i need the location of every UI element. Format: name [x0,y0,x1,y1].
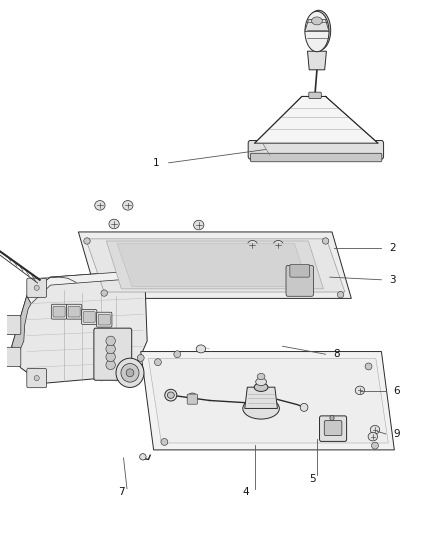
Polygon shape [12,272,147,383]
Ellipse shape [256,378,266,385]
Ellipse shape [307,10,331,51]
FancyBboxPatch shape [98,314,110,325]
Ellipse shape [368,432,378,441]
FancyBboxPatch shape [96,312,112,327]
Ellipse shape [106,344,115,354]
Ellipse shape [247,240,258,250]
FancyBboxPatch shape [53,306,65,317]
Ellipse shape [109,219,119,229]
FancyBboxPatch shape [251,154,382,162]
FancyBboxPatch shape [68,306,80,317]
Polygon shape [254,96,378,143]
Text: 3: 3 [389,275,396,285]
Ellipse shape [254,383,268,391]
Text: 4: 4 [243,488,249,497]
Ellipse shape [167,392,174,398]
Ellipse shape [187,393,197,402]
FancyBboxPatch shape [187,394,198,404]
Polygon shape [148,359,389,443]
Polygon shape [141,352,394,450]
Ellipse shape [155,359,161,366]
Text: 6: 6 [393,386,400,397]
Text: 5: 5 [309,474,316,484]
FancyBboxPatch shape [81,310,97,325]
Polygon shape [86,239,345,292]
Ellipse shape [123,200,133,210]
Ellipse shape [337,292,344,298]
FancyBboxPatch shape [51,304,67,319]
FancyBboxPatch shape [27,278,46,297]
FancyBboxPatch shape [286,265,314,296]
Ellipse shape [106,360,115,369]
Text: 9: 9 [393,429,400,439]
FancyBboxPatch shape [248,141,384,159]
Ellipse shape [243,398,279,419]
Ellipse shape [330,415,334,421]
Ellipse shape [355,386,365,394]
Ellipse shape [196,345,205,353]
Ellipse shape [365,363,372,370]
Ellipse shape [106,336,115,346]
Ellipse shape [137,354,144,361]
Ellipse shape [371,442,378,449]
Polygon shape [245,387,277,408]
Polygon shape [106,241,323,289]
Ellipse shape [34,375,39,381]
Ellipse shape [370,425,380,434]
Ellipse shape [305,11,329,52]
Polygon shape [12,296,31,354]
FancyBboxPatch shape [324,421,342,435]
FancyBboxPatch shape [6,348,21,367]
Text: 1: 1 [152,158,159,168]
Ellipse shape [116,358,144,387]
Ellipse shape [95,200,105,210]
Ellipse shape [101,290,107,296]
Ellipse shape [84,238,90,244]
Ellipse shape [322,238,329,244]
Polygon shape [307,51,326,70]
Text: 2: 2 [389,243,396,253]
Polygon shape [78,232,351,298]
Ellipse shape [34,285,39,290]
Ellipse shape [311,17,322,25]
Polygon shape [117,244,308,287]
Ellipse shape [194,220,204,230]
Polygon shape [27,272,124,304]
FancyBboxPatch shape [309,92,321,99]
Ellipse shape [257,373,265,379]
Ellipse shape [161,439,168,446]
FancyBboxPatch shape [27,368,46,387]
Ellipse shape [273,240,283,250]
Ellipse shape [121,364,139,382]
Ellipse shape [165,389,177,401]
Ellipse shape [126,369,134,377]
Text: 7: 7 [118,488,125,497]
FancyBboxPatch shape [290,264,310,277]
Ellipse shape [106,352,115,362]
Ellipse shape [174,351,181,358]
FancyBboxPatch shape [83,312,95,322]
FancyBboxPatch shape [320,416,346,441]
Text: 8: 8 [333,349,339,359]
FancyBboxPatch shape [6,316,21,335]
FancyBboxPatch shape [67,304,82,319]
Ellipse shape [300,403,308,411]
Polygon shape [305,19,329,31]
Ellipse shape [140,454,146,460]
FancyBboxPatch shape [94,328,132,380]
